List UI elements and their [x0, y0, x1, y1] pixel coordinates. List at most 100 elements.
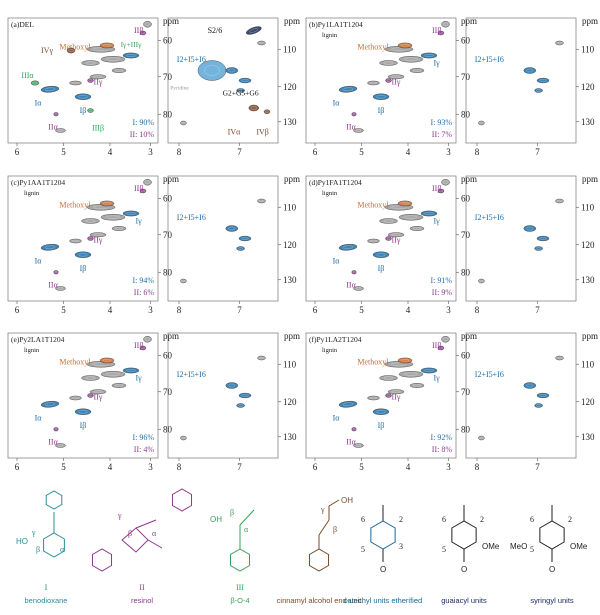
background-contour [81, 218, 100, 224]
background-contour [111, 68, 127, 73]
background-contour [478, 278, 485, 284]
II-alpha-label: IIα [48, 437, 58, 446]
alpha-label: α [60, 545, 65, 554]
percent-I-label: I: 93% [430, 118, 452, 127]
background-contour [379, 60, 398, 66]
background-contour [398, 56, 424, 63]
y-tick-label: 120 [283, 397, 297, 407]
I-alpha-peak [338, 85, 358, 93]
gamma-label: γ [117, 511, 122, 520]
ppm-unit-label: ppm [163, 331, 179, 341]
II-gamma-peak [87, 393, 94, 398]
background-contour [409, 383, 425, 388]
O-label: O [461, 565, 467, 574]
II-alpha-label: IIα [346, 280, 356, 289]
IV-gamma-peak [66, 47, 76, 54]
aromatic-I-peak [534, 403, 543, 408]
y-tick-label: 120 [581, 397, 595, 407]
I-alpha-peak [40, 243, 60, 251]
II-gamma-label: IIγ [94, 77, 103, 86]
II-beta-label: IIβ [134, 341, 143, 350]
II-gamma-peak [87, 78, 94, 83]
aromatic-I-peak [238, 235, 252, 242]
structure-name: β-O-4 [230, 596, 249, 605]
y-tick-label: 110 [283, 359, 297, 369]
y-tick-label: 110 [283, 44, 297, 54]
aromatic-I-peak [236, 246, 245, 251]
position-3-label: 3 [399, 542, 403, 551]
I-gamma-peak [122, 210, 140, 217]
ppm-unit-label: ppm [461, 331, 477, 341]
x-tick-label: 3 [148, 462, 153, 472]
x-tick-label: 6 [313, 305, 318, 315]
background-contour [379, 375, 398, 381]
OH-label: OH [341, 496, 353, 505]
x-tick-label: 4 [406, 462, 411, 472]
background-contour [89, 74, 107, 80]
percent-II-label: II: 7% [432, 130, 453, 139]
methoxyl-peak [99, 42, 115, 49]
aromatic-I-label: I2+I5+I6 [177, 370, 206, 379]
I-gamma-peak [420, 367, 438, 374]
y-tick-label: 120 [581, 82, 595, 92]
x-tick-label: 3 [148, 147, 153, 157]
I-alpha-label: Iα [333, 257, 341, 266]
y-tick-label: 70 [163, 387, 173, 397]
percent-I-label: I: 94% [132, 276, 154, 285]
nmr-panel-f: 6 5 4 3 60 70 80 8 7 110 120 130 ppm ppm (f)Py1LA2T120… [305, 331, 598, 472]
x-tick-label: 7 [535, 462, 540, 472]
S26-label: S2/6 [208, 26, 223, 35]
II-alpha-label: IIα [48, 122, 58, 131]
II-beta-peak [437, 30, 445, 36]
background-contour [257, 355, 266, 361]
aliphatic-region-frame [7, 17, 159, 144]
IV-beta-label: IVβ [256, 127, 269, 136]
position-5-label: 5 [530, 545, 534, 554]
x-tick-label: 8 [177, 305, 182, 315]
I-gamma-label: Iγ [434, 59, 441, 68]
x-tick-label: 3 [148, 305, 153, 315]
II-alpha-peak [53, 112, 59, 117]
position-6-label: 6 [442, 515, 446, 524]
alpha-label: α [244, 525, 249, 534]
position-6-label: 6 [530, 515, 534, 524]
y-tick-label: 80 [163, 109, 173, 119]
background-contour [111, 383, 127, 388]
x-tick-label: 7 [535, 147, 540, 157]
ppm-unit-label: ppm [163, 16, 179, 26]
x-tick-label: 4 [108, 305, 113, 315]
methoxyl-label: Methoxyl [357, 42, 389, 51]
I-gamma-III-gamma-label: Iγ+IIIγ [121, 40, 143, 49]
II-gamma-label: IIγ [392, 392, 401, 401]
I-alpha-label: Iα [35, 414, 43, 423]
structure-III: OH α β III β-O-4 [210, 508, 255, 605]
background-contour [478, 120, 485, 126]
I-beta-label: Iβ [80, 421, 87, 430]
background-contour [89, 232, 107, 238]
background-contour [55, 443, 66, 448]
y-tick-label: 70 [163, 230, 173, 240]
alpha-label: α [152, 529, 157, 538]
y-tick-label: 80 [461, 267, 471, 277]
panel-title: (b)Py1LA1T1204 [309, 20, 363, 29]
background-contour [353, 286, 364, 291]
aromatic-I-label: I2+I5+I6 [177, 213, 206, 222]
I-beta-label: Iβ [378, 264, 385, 273]
O-label: O [549, 565, 555, 574]
II-alpha-peak [351, 112, 357, 117]
II-alpha-peak [53, 270, 59, 275]
y-tick-label: 120 [283, 240, 297, 250]
II-gamma-label: IIγ [94, 235, 103, 244]
x-tick-label: 5 [61, 462, 66, 472]
position-5-label: 5 [361, 545, 365, 554]
IV-beta-peak [263, 109, 271, 114]
nmr-panel-c: 6 5 4 3 60 70 80 8 7 110 120 130 ppm ppm (c)Py1AA1T120… [7, 174, 300, 315]
II-alpha-peak [53, 427, 59, 432]
methoxyl-label: Methoxyl [357, 357, 389, 366]
II-beta-label: IIβ [432, 184, 441, 193]
x-tick-label: 6 [313, 147, 318, 157]
I-beta-peak [372, 251, 390, 258]
II-alpha-label: IIα [346, 122, 356, 131]
aliphatic-region-frame [305, 332, 457, 459]
